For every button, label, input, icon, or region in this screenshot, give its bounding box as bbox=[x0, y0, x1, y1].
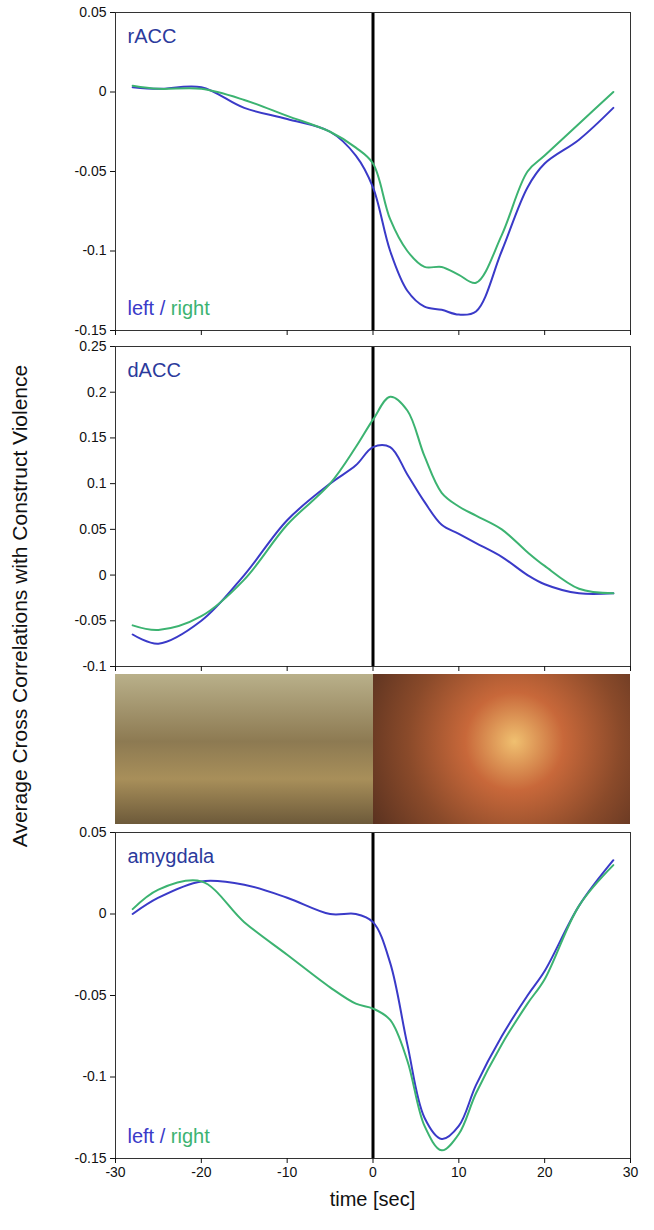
html-text:time [sec]: time [sec] bbox=[329, 1188, 416, 1210]
svg-text:-0.05: -0.05 bbox=[75, 163, 107, 179]
svg-text:0: 0 bbox=[99, 567, 107, 583]
svg-text:-20: -20 bbox=[191, 1164, 211, 1180]
svg-text:dACC: dACC bbox=[128, 359, 181, 381]
svg-text:left: left bbox=[128, 1125, 155, 1147]
svg-text:-0.05: -0.05 bbox=[75, 612, 107, 628]
svg-text:10: 10 bbox=[451, 1164, 467, 1180]
svg-text:left: left bbox=[128, 297, 155, 319]
svg-text:0.25: 0.25 bbox=[79, 338, 106, 354]
svg-text:-0.1: -0.1 bbox=[82, 242, 106, 258]
svg-text:20: 20 bbox=[537, 1164, 553, 1180]
svg-text:0.1: 0.1 bbox=[87, 475, 107, 491]
svg-text:/: / bbox=[160, 297, 166, 319]
svg-text:-0.05: -0.05 bbox=[75, 987, 107, 1003]
svg-text:0.05: 0.05 bbox=[79, 824, 106, 840]
svg-text:0.05: 0.05 bbox=[79, 4, 106, 20]
svg-text:-0.1: -0.1 bbox=[82, 1068, 106, 1084]
svg-text:-0.15: -0.15 bbox=[75, 1150, 107, 1166]
svg-text:-0.15: -0.15 bbox=[75, 322, 107, 338]
svg-text:-30: -30 bbox=[105, 1164, 125, 1180]
svg-text:30: 30 bbox=[623, 1164, 639, 1180]
svg-text:-10: -10 bbox=[277, 1164, 297, 1180]
svg-text:/: / bbox=[160, 1125, 166, 1147]
svg-text:0: 0 bbox=[99, 83, 107, 99]
svg-text:amygdala: amygdala bbox=[128, 845, 216, 867]
svg-text:0.15: 0.15 bbox=[79, 429, 106, 445]
svg-text:0: 0 bbox=[369, 1164, 377, 1180]
svg-text:rACC: rACC bbox=[128, 25, 177, 47]
svg-text:-0.1: -0.1 bbox=[82, 658, 106, 674]
svg-text:0.05: 0.05 bbox=[79, 521, 106, 537]
html-text:Average Cross Correlations wit: Average Cross Correlations with Construc… bbox=[8, 364, 31, 847]
svg-text:right: right bbox=[171, 1125, 210, 1147]
svg-text:right: right bbox=[171, 297, 210, 319]
svg-text:0.2: 0.2 bbox=[87, 384, 107, 400]
svg-text:0: 0 bbox=[99, 905, 107, 921]
